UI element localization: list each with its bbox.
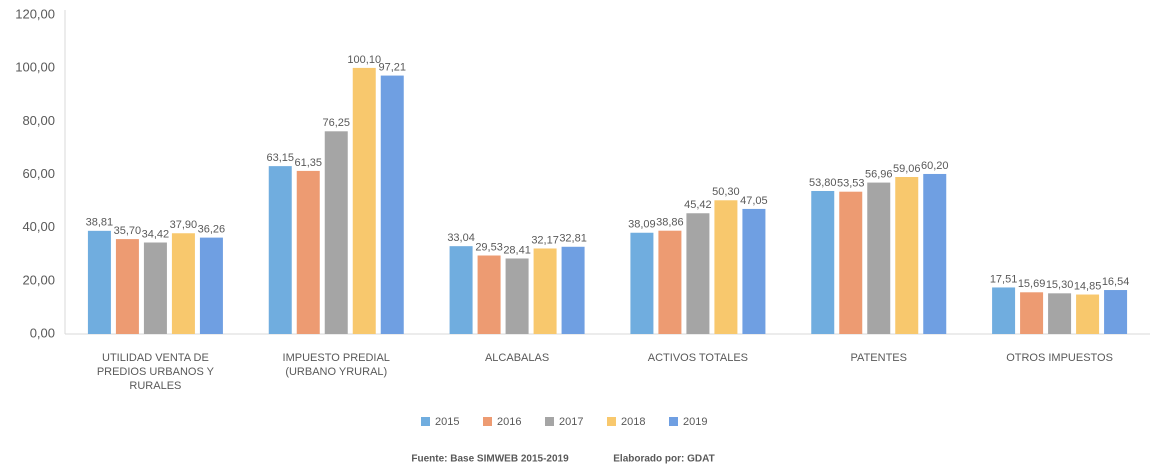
bar xyxy=(171,233,195,334)
value-label: 28,41 xyxy=(503,244,531,256)
value-label: 45,42 xyxy=(684,199,712,211)
bar xyxy=(1048,293,1072,334)
bar xyxy=(352,67,376,335)
value-label: 15,69 xyxy=(1018,278,1046,290)
value-label: 38,81 xyxy=(86,217,114,229)
value-label: 53,80 xyxy=(809,177,837,189)
value-label: 37,90 xyxy=(170,219,198,231)
bar xyxy=(296,170,320,334)
legend-swatch xyxy=(669,417,678,426)
bar xyxy=(143,242,167,334)
bar xyxy=(686,213,710,334)
value-label: 14,85 xyxy=(1074,280,1102,292)
bar xyxy=(839,191,863,334)
value-label: 33,04 xyxy=(447,232,475,244)
bar xyxy=(505,258,529,334)
value-label: 15,30 xyxy=(1046,279,1074,291)
value-label: 17,51 xyxy=(990,273,1018,285)
value-label: 61,35 xyxy=(294,157,322,169)
x-tick-label: OTROS IMPUESTOS xyxy=(1006,352,1113,364)
bar xyxy=(561,246,585,334)
value-label: 34,42 xyxy=(142,228,170,240)
bar xyxy=(449,246,473,334)
x-tick-label: IMPUESTO PREDIAL (URBANO YRURAL) xyxy=(282,352,390,378)
legend-swatch xyxy=(545,417,554,426)
bar xyxy=(380,75,404,334)
legend-swatch xyxy=(607,417,616,426)
bar xyxy=(811,190,835,334)
x-tick-label: ACTIVOS TOTALES xyxy=(647,352,749,364)
x-tick-label: ALCABALAS xyxy=(484,352,550,364)
legend-label: 2017 xyxy=(559,416,583,428)
bar xyxy=(992,287,1016,334)
credit: Elaborado por: GDAT xyxy=(613,454,714,465)
value-label: 47,05 xyxy=(740,195,768,207)
x-tick-label: PATENTES xyxy=(850,352,907,364)
value-label: 36,26 xyxy=(198,224,226,236)
bar xyxy=(923,173,947,334)
value-label: 53,53 xyxy=(837,178,865,190)
bar xyxy=(1076,294,1100,334)
value-label: 100,10 xyxy=(347,54,381,66)
value-label: 63,15 xyxy=(266,152,294,164)
bar xyxy=(867,182,891,334)
bar xyxy=(630,232,654,334)
bar xyxy=(742,208,766,334)
y-tick-label: 80,00 xyxy=(22,113,55,128)
value-label: 50,30 xyxy=(712,186,740,198)
legend-swatch xyxy=(483,417,492,426)
legend-label: 2015 xyxy=(435,416,459,428)
y-tick-label: 0,00 xyxy=(30,325,55,340)
bar xyxy=(268,166,292,334)
value-label: 38,86 xyxy=(656,217,684,229)
y-tick-label: 60,00 xyxy=(22,166,55,181)
bar xyxy=(199,237,223,334)
bar xyxy=(324,131,348,334)
value-label: 35,70 xyxy=(114,225,142,237)
value-label: 29,53 xyxy=(475,241,503,253)
legend-label: 2018 xyxy=(621,416,645,428)
value-label: 38,09 xyxy=(628,219,656,231)
bar xyxy=(87,230,111,334)
bar xyxy=(1104,290,1128,334)
value-label: 16,54 xyxy=(1102,276,1130,288)
bar xyxy=(533,248,557,334)
value-label: 97,21 xyxy=(378,61,406,73)
legend-label: 2019 xyxy=(683,416,707,428)
value-label: 59,06 xyxy=(893,163,921,175)
source: Fuente: Base SIMWEB 2015-2019 xyxy=(411,454,569,465)
y-tick-label: 40,00 xyxy=(22,219,55,234)
value-label: 60,20 xyxy=(921,160,949,172)
legend-label: 2016 xyxy=(497,416,521,428)
bar xyxy=(115,239,139,334)
bar xyxy=(895,176,919,334)
bar xyxy=(714,200,738,334)
value-label: 56,96 xyxy=(865,168,893,180)
value-label: 32,17 xyxy=(531,234,559,246)
legend-swatch xyxy=(421,417,430,426)
value-label: 76,25 xyxy=(322,117,350,129)
y-tick-label: 120,00 xyxy=(15,6,55,21)
value-label: 32,81 xyxy=(559,233,587,245)
bar xyxy=(658,230,682,334)
y-tick-label: 20,00 xyxy=(22,272,55,287)
bar xyxy=(477,255,501,334)
x-tick-label: UTILIDAD VENTA DE PREDIOS URBANOS Y RURA… xyxy=(96,352,214,392)
y-tick-label: 100,00 xyxy=(15,60,55,75)
bar xyxy=(1020,292,1044,334)
